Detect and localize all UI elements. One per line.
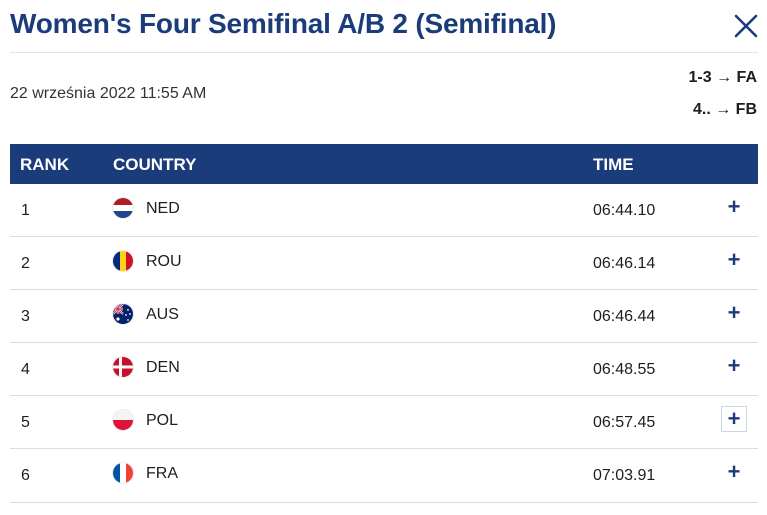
poland-flag-icon: [113, 410, 133, 430]
table-row: 3 AUS 06:46.44 +: [10, 290, 758, 343]
country-cell: ROU: [146, 253, 182, 270]
table-row: 1 NED 06:44.10 +: [10, 184, 758, 237]
rank-cell: 3: [21, 308, 30, 325]
rank-cell: 5: [21, 414, 30, 431]
denmark-flag-icon: [113, 357, 133, 377]
time-cell: 06:48.55: [593, 361, 656, 378]
rank-cell: 1: [21, 202, 30, 219]
table-row: 6 FRA 07:03.91 +: [10, 449, 758, 503]
netherlands-flag-icon: [113, 198, 133, 218]
results-table: RANK COUNTRY TIME 1 NED 06:44.10 + 2 ROU…: [10, 144, 758, 503]
country-cell: DEN: [146, 359, 180, 376]
close-icon: [734, 14, 758, 38]
column-header-rank: RANK: [20, 155, 70, 174]
australia-flag-icon: [113, 304, 133, 324]
romania-flag-icon: [113, 251, 133, 271]
france-flag-icon: [113, 463, 133, 483]
time-cell: 06:44.10: [593, 202, 656, 219]
rank-cell: 6: [21, 467, 30, 484]
time-cell: 06:46.14: [593, 255, 656, 272]
progression-rule-fa: 1-3 → FA: [688, 69, 757, 86]
time-cell: 06:46.44: [593, 308, 656, 325]
table-row: 4 DEN 06:48.55 +: [10, 343, 758, 396]
country-cell: FRA: [146, 465, 178, 482]
time-cell: 06:57.45: [593, 414, 656, 431]
country-cell: POL: [146, 412, 179, 429]
country-cell: AUS: [146, 306, 179, 323]
table-header: RANK COUNTRY TIME: [10, 144, 758, 184]
expand-row-button[interactable]: +: [727, 300, 741, 325]
expand-row-button[interactable]: +: [727, 459, 741, 484]
page-title: Women's Four Semifinal A/B 2 (Semifinal): [10, 8, 557, 39]
race-datetime: 22 września 2022 11:55 AM: [10, 85, 207, 102]
expand-row-button[interactable]: +: [721, 406, 747, 432]
rank-cell: 4: [21, 361, 30, 378]
rank-cell: 2: [21, 255, 30, 272]
expand-row-button[interactable]: +: [727, 194, 741, 219]
country-cell: NED: [146, 200, 180, 217]
header-divider: [10, 52, 758, 53]
column-header-time: TIME: [593, 155, 634, 174]
table-row: 5 POL 06:57.45 +: [10, 396, 758, 449]
time-cell: 07:03.91: [593, 467, 656, 484]
progression-rule-fb: 4.. → FB: [692, 101, 757, 118]
expand-row-button[interactable]: +: [727, 353, 741, 378]
expand-row-button[interactable]: +: [727, 247, 741, 272]
close-button[interactable]: [731, 11, 761, 41]
column-header-country: COUNTRY: [113, 155, 197, 174]
table-row: 2 ROU 06:46.14 +: [10, 237, 758, 290]
